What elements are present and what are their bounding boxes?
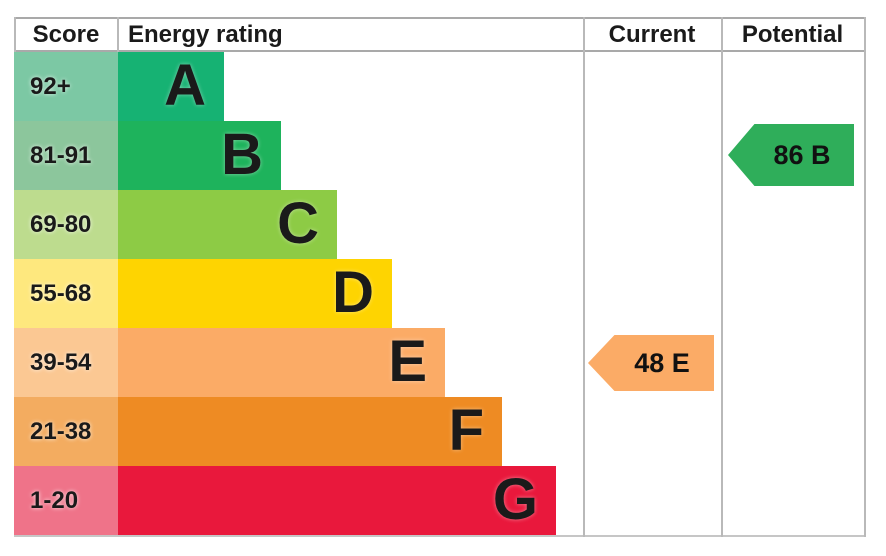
score-range-g: 1-20	[14, 466, 118, 535]
score-range-f: 21-38	[14, 397, 118, 466]
band-row-c: 69-80 C	[14, 190, 874, 259]
current-column-header: Current	[608, 21, 696, 48]
current-potential-divider	[721, 17, 723, 537]
score-column-header: Score	[32, 21, 100, 48]
rating-bands: 92+ A 81-91 B 69-80 C 55-68 D 39-54 E 21…	[14, 52, 874, 535]
header-left-border	[14, 17, 16, 52]
band-row-d: 55-68 D	[14, 259, 874, 328]
band-bar-c: C	[118, 190, 337, 259]
potential-rating-arrow: 86 B	[728, 124, 854, 186]
band-bar-a: A	[118, 52, 224, 121]
band-bar-f: F	[118, 397, 502, 466]
band-row-f: 21-38 F	[14, 397, 874, 466]
band-row-a: 92+ A	[14, 52, 874, 121]
current-column-left-border	[583, 17, 585, 537]
score-range-d: 55-68	[14, 259, 118, 328]
band-row-b: 81-91 B	[14, 121, 874, 190]
chart-bottom-border	[14, 535, 866, 537]
header-bottom-border	[14, 50, 866, 52]
energy-rating-column-header: Energy rating	[128, 21, 283, 48]
score-range-e: 39-54	[14, 328, 118, 397]
band-bar-d: D	[118, 259, 392, 328]
score-rating-divider	[117, 17, 119, 52]
potential-column-header: Potential	[741, 21, 844, 48]
band-bar-b: B	[118, 121, 281, 190]
score-range-a: 92+	[14, 52, 118, 121]
chart-right-border	[864, 17, 866, 537]
score-range-b: 81-91	[14, 121, 118, 190]
band-row-e: 39-54 E	[14, 328, 874, 397]
band-row-g: 1-20 G	[14, 466, 874, 535]
band-bar-e: E	[118, 328, 445, 397]
score-range-c: 69-80	[14, 190, 118, 259]
chart-top-border	[14, 17, 866, 19]
current-rating-label: 48 E	[634, 347, 690, 378]
band-bar-g: G	[118, 466, 556, 535]
current-rating-arrow: 48 E	[588, 335, 714, 391]
potential-rating-label: 86 B	[773, 139, 831, 170]
